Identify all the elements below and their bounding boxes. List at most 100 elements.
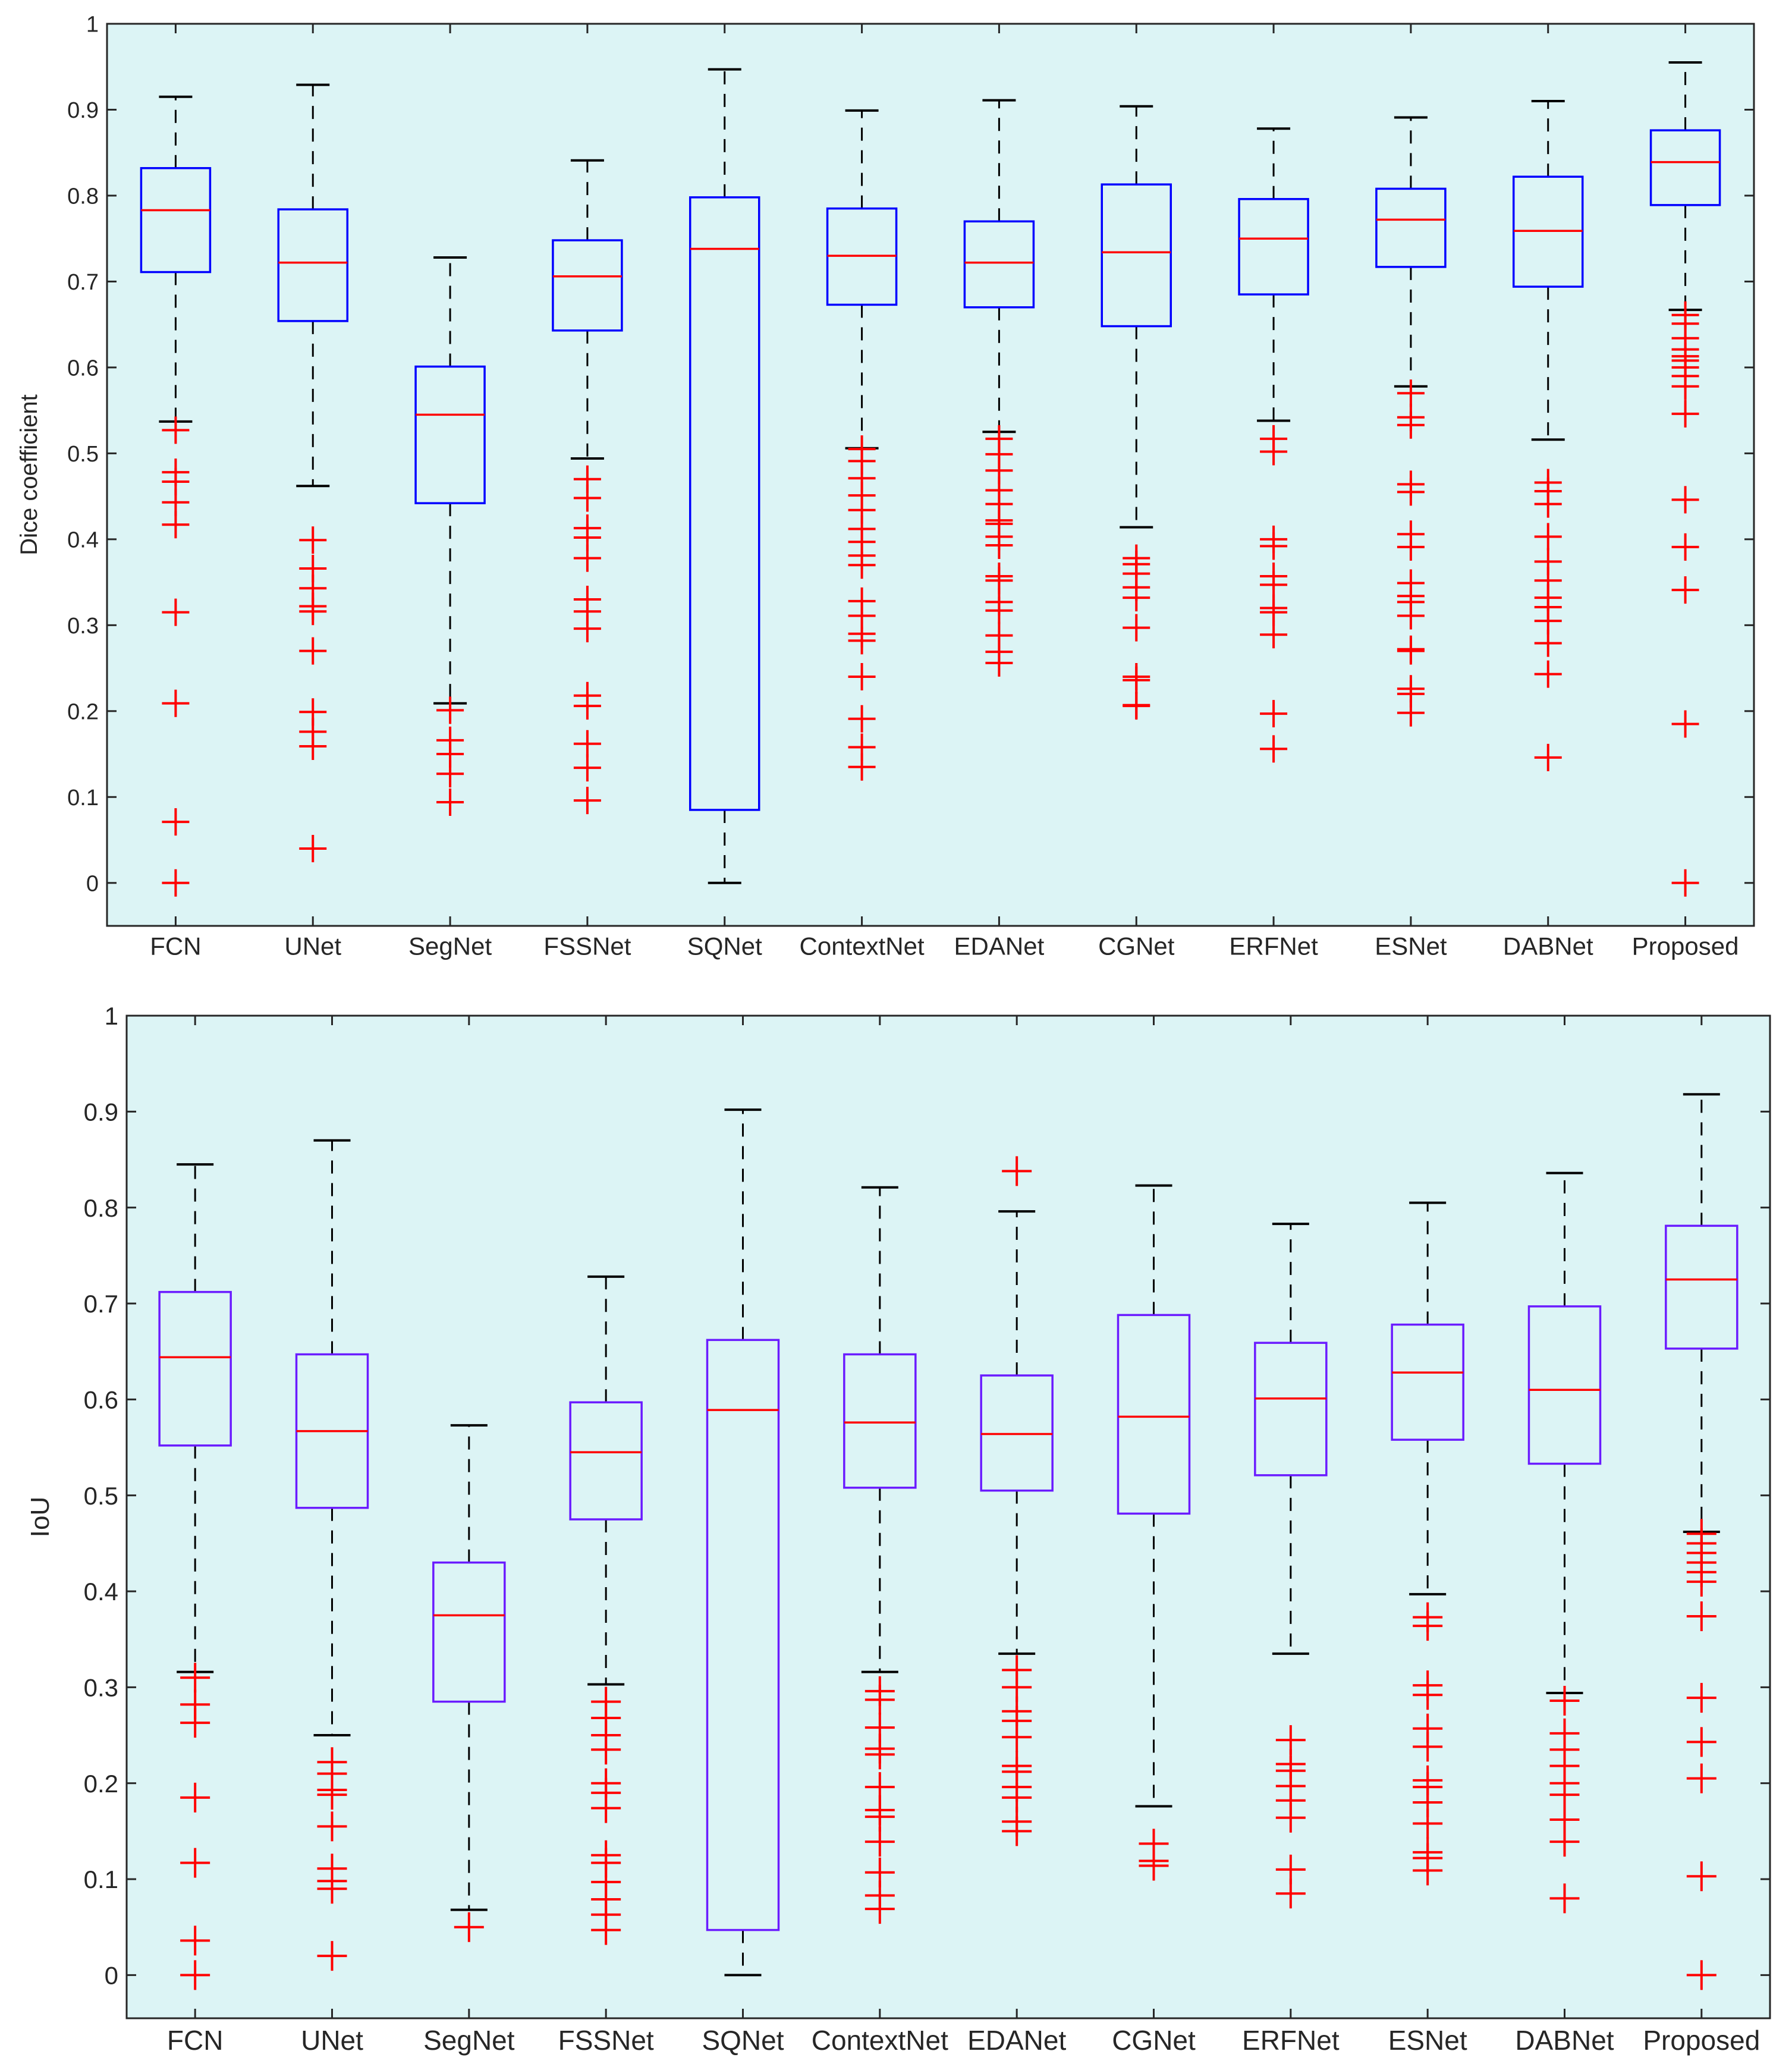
outlier-point [1549,1883,1580,1914]
dice-boxplot-panel: 0 0.1 0.2 0.3 0.4 0.5 0.6 0.7 0.8 0.9 1 Dice coeffi… [16,12,1755,960]
outlier-point [1686,1727,1716,1757]
outlier-point [162,869,190,897]
category-label: SQNet [687,932,762,960]
category-label: FCN [167,2025,224,2056]
outlier-point [317,1811,347,1842]
outlier-point [299,637,327,665]
box-iqr [1391,1323,1464,1441]
outlier-point [848,627,876,655]
outlier-point [299,733,327,761]
outlier-point [180,1708,210,1738]
outlier-point [1686,1601,1716,1631]
iou-boxplot-panel: 0 0.1 0.2 0.3 0.4 0.5 0.6 0.7 0.8 0.9 1 IoU FCN UNet S… [26,1002,1771,2056]
category-label: CGNet [1112,2025,1196,2056]
outlier-point [1397,637,1425,665]
category-label: ContextNet [812,2025,948,2056]
outlier-point [573,730,601,758]
box-iqr [1117,1314,1191,1515]
outlier-point [162,808,190,836]
outlier-point [573,544,601,572]
outlier-point [864,1894,895,1924]
category-label: FCN [150,932,201,960]
y-axis-label: IoU [26,1497,55,1537]
y-axis-label: Dice coefficient [16,394,42,555]
plot-area [125,1014,1771,2019]
outlier-point [1260,621,1288,649]
category-label: Proposed [1632,932,1739,960]
outlier-point [1549,1780,1580,1810]
outlier-point [317,1874,347,1904]
outlier-point [1549,1685,1580,1716]
box-iqr [1665,1224,1738,1350]
y-tick-label: 0.9 [67,98,99,123]
outlier-point [1260,532,1288,560]
outlier-point [299,526,327,554]
category-label: SQNet [702,2025,784,2056]
outlier-point [591,1735,621,1765]
outlier-point [1397,411,1425,439]
y-tick-label: 0.1 [84,1865,118,1893]
y-tick-label: 0.3 [67,614,99,639]
outlier-point [1002,1816,1032,1846]
y-tick-label: 0.2 [84,1770,118,1798]
outlier-point [1686,1763,1716,1793]
category-label: CGNet [1098,932,1175,960]
y-tick-label: 0.4 [67,528,99,553]
category-label: ContextNet [800,932,925,960]
y-tick-label: 0.7 [67,270,99,295]
outlier-point [180,1925,210,1956]
outlier-point [180,1960,210,1990]
outlier-point [1260,700,1288,728]
y-tick-label: 0.7 [84,1290,118,1318]
y-tick-label: 0.6 [84,1386,118,1413]
outlier-point [1671,869,1699,897]
outlier-point [299,598,327,626]
y-tick-label: 0.4 [84,1578,118,1606]
outlier-point [1534,629,1562,657]
box-iqr [158,1290,232,1447]
outlier-point [1534,523,1562,551]
y-tick-label: 0.8 [84,1194,118,1222]
outlier-point [1413,1855,1443,1886]
outlier-point [1671,710,1699,738]
outlier-point [848,753,876,781]
box-iqr [1527,1305,1602,1465]
category-label: EDANet [954,932,1045,960]
outlier-point [573,615,601,643]
outlier-point [436,696,464,724]
outlier-point [454,1912,484,1942]
y-tick-label: 1 [86,12,99,37]
y-tick-label: 0.6 [67,356,99,381]
outlier-point [864,1827,895,1857]
category-label: Proposed [1643,2025,1760,2056]
outlier-point [1002,1156,1032,1186]
box-iqr [414,365,486,504]
outlier-point [1397,478,1425,506]
outlier-point [1686,1683,1716,1713]
outlier-point [1413,1611,1443,1641]
outlier-point [1397,699,1425,727]
outlier-point [864,1739,895,1770]
box-iqr [432,1561,506,1703]
outlier-point [1671,400,1699,428]
category-label: ESNet [1375,932,1447,960]
box-iqr [1649,129,1721,206]
outlier-point [864,1802,895,1832]
outlier-point [848,705,876,733]
category-label: DABNet [1515,2025,1614,2056]
outlier-point [1413,1732,1443,1762]
y-tick-label: 0.9 [84,1098,118,1126]
outlier-point [591,1915,621,1945]
y-tick-label: 0.2 [67,699,99,724]
outlier-point [573,692,601,720]
outlier-point [985,531,1013,559]
box-iqr [1238,197,1309,296]
box-iqr [843,1353,917,1489]
outlier-point [573,787,601,815]
category-label: DABNet [1503,932,1593,960]
y-tick-label: 0.5 [67,442,99,467]
plot-area [106,23,1755,927]
outlier-point [1123,692,1150,720]
outlier-point [317,1941,347,1971]
box-iqr [552,239,623,332]
